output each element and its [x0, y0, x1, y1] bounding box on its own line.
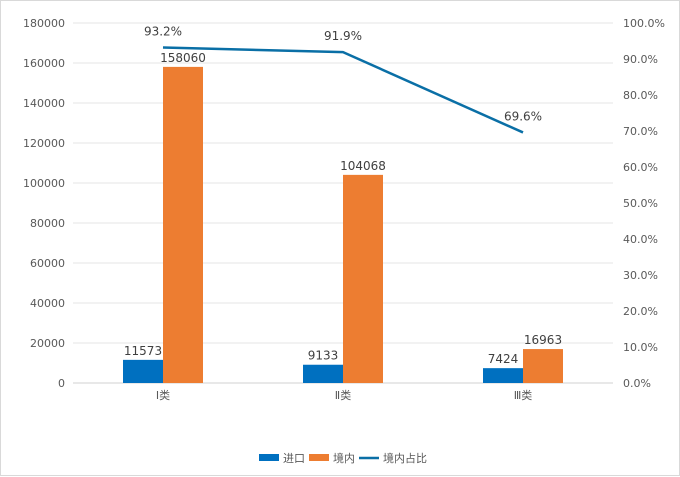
- bar-import: [123, 359, 163, 383]
- y-left-tick-label: 0: [58, 377, 65, 390]
- bar-domestic: [523, 349, 563, 383]
- bar-data-label: 9133: [308, 349, 339, 363]
- bar-data-label: 11573: [124, 344, 162, 358]
- line-domestic-share: [162, 46, 524, 134]
- bar-import: [303, 364, 343, 383]
- y-left-tick-label: 100000: [23, 177, 65, 190]
- bar-data-label: 104068: [340, 159, 386, 173]
- legend-swatch: [309, 454, 329, 461]
- y-left-tick-label: 60000: [30, 257, 65, 270]
- y-left-tick-label: 20000: [30, 337, 65, 350]
- line-data-label: 69.6%: [504, 109, 542, 123]
- legend-label: 境内: [333, 451, 355, 465]
- bar-domestic: [163, 66, 203, 383]
- y-left-tick-label: 180000: [23, 17, 65, 30]
- y-left-tick-label: 160000: [23, 57, 65, 70]
- y-right-tick-label: 90.0%: [623, 53, 658, 66]
- y-left-tick-label: 80000: [30, 217, 65, 230]
- x-tick-label: Ⅱ类: [335, 388, 351, 402]
- x-tick-label: Ⅰ类: [156, 388, 170, 402]
- legend-label: 进口: [283, 452, 305, 465]
- line-data-label: 93.2%: [144, 24, 182, 38]
- legend-label: 境内占比: [383, 451, 427, 465]
- y-right-tick-label: 10.0%: [623, 341, 658, 354]
- y-right-tick-label: 60.0%: [623, 161, 658, 174]
- bar-data-label: 7424: [488, 352, 519, 366]
- bar-import: [483, 368, 523, 383]
- y-right-tick-label: 80.0%: [623, 89, 658, 102]
- legend-swatch: [259, 454, 279, 461]
- y-left-tick-label: 120000: [23, 137, 65, 150]
- bar-domestic: [343, 174, 383, 383]
- x-tick-label: Ⅲ类: [514, 388, 533, 402]
- y-right-tick-label: 30.0%: [623, 269, 658, 282]
- bar-data-label: 158060: [160, 51, 206, 65]
- bar-data-label: 16963: [524, 333, 562, 347]
- y-right-tick-label: 20.0%: [623, 305, 658, 318]
- y-right-tick-label: 0.0%: [623, 377, 651, 390]
- y-left-tick-label: 140000: [23, 97, 65, 110]
- y-right-tick-label: 70.0%: [623, 125, 658, 138]
- line-data-label: 91.9%: [324, 29, 362, 43]
- y-right-tick-label: 100.0%: [623, 17, 665, 30]
- y-right-tick-label: 50.0%: [623, 197, 658, 210]
- y-left-tick-label: 40000: [30, 297, 65, 310]
- y-right-tick-label: 40.0%: [623, 233, 658, 246]
